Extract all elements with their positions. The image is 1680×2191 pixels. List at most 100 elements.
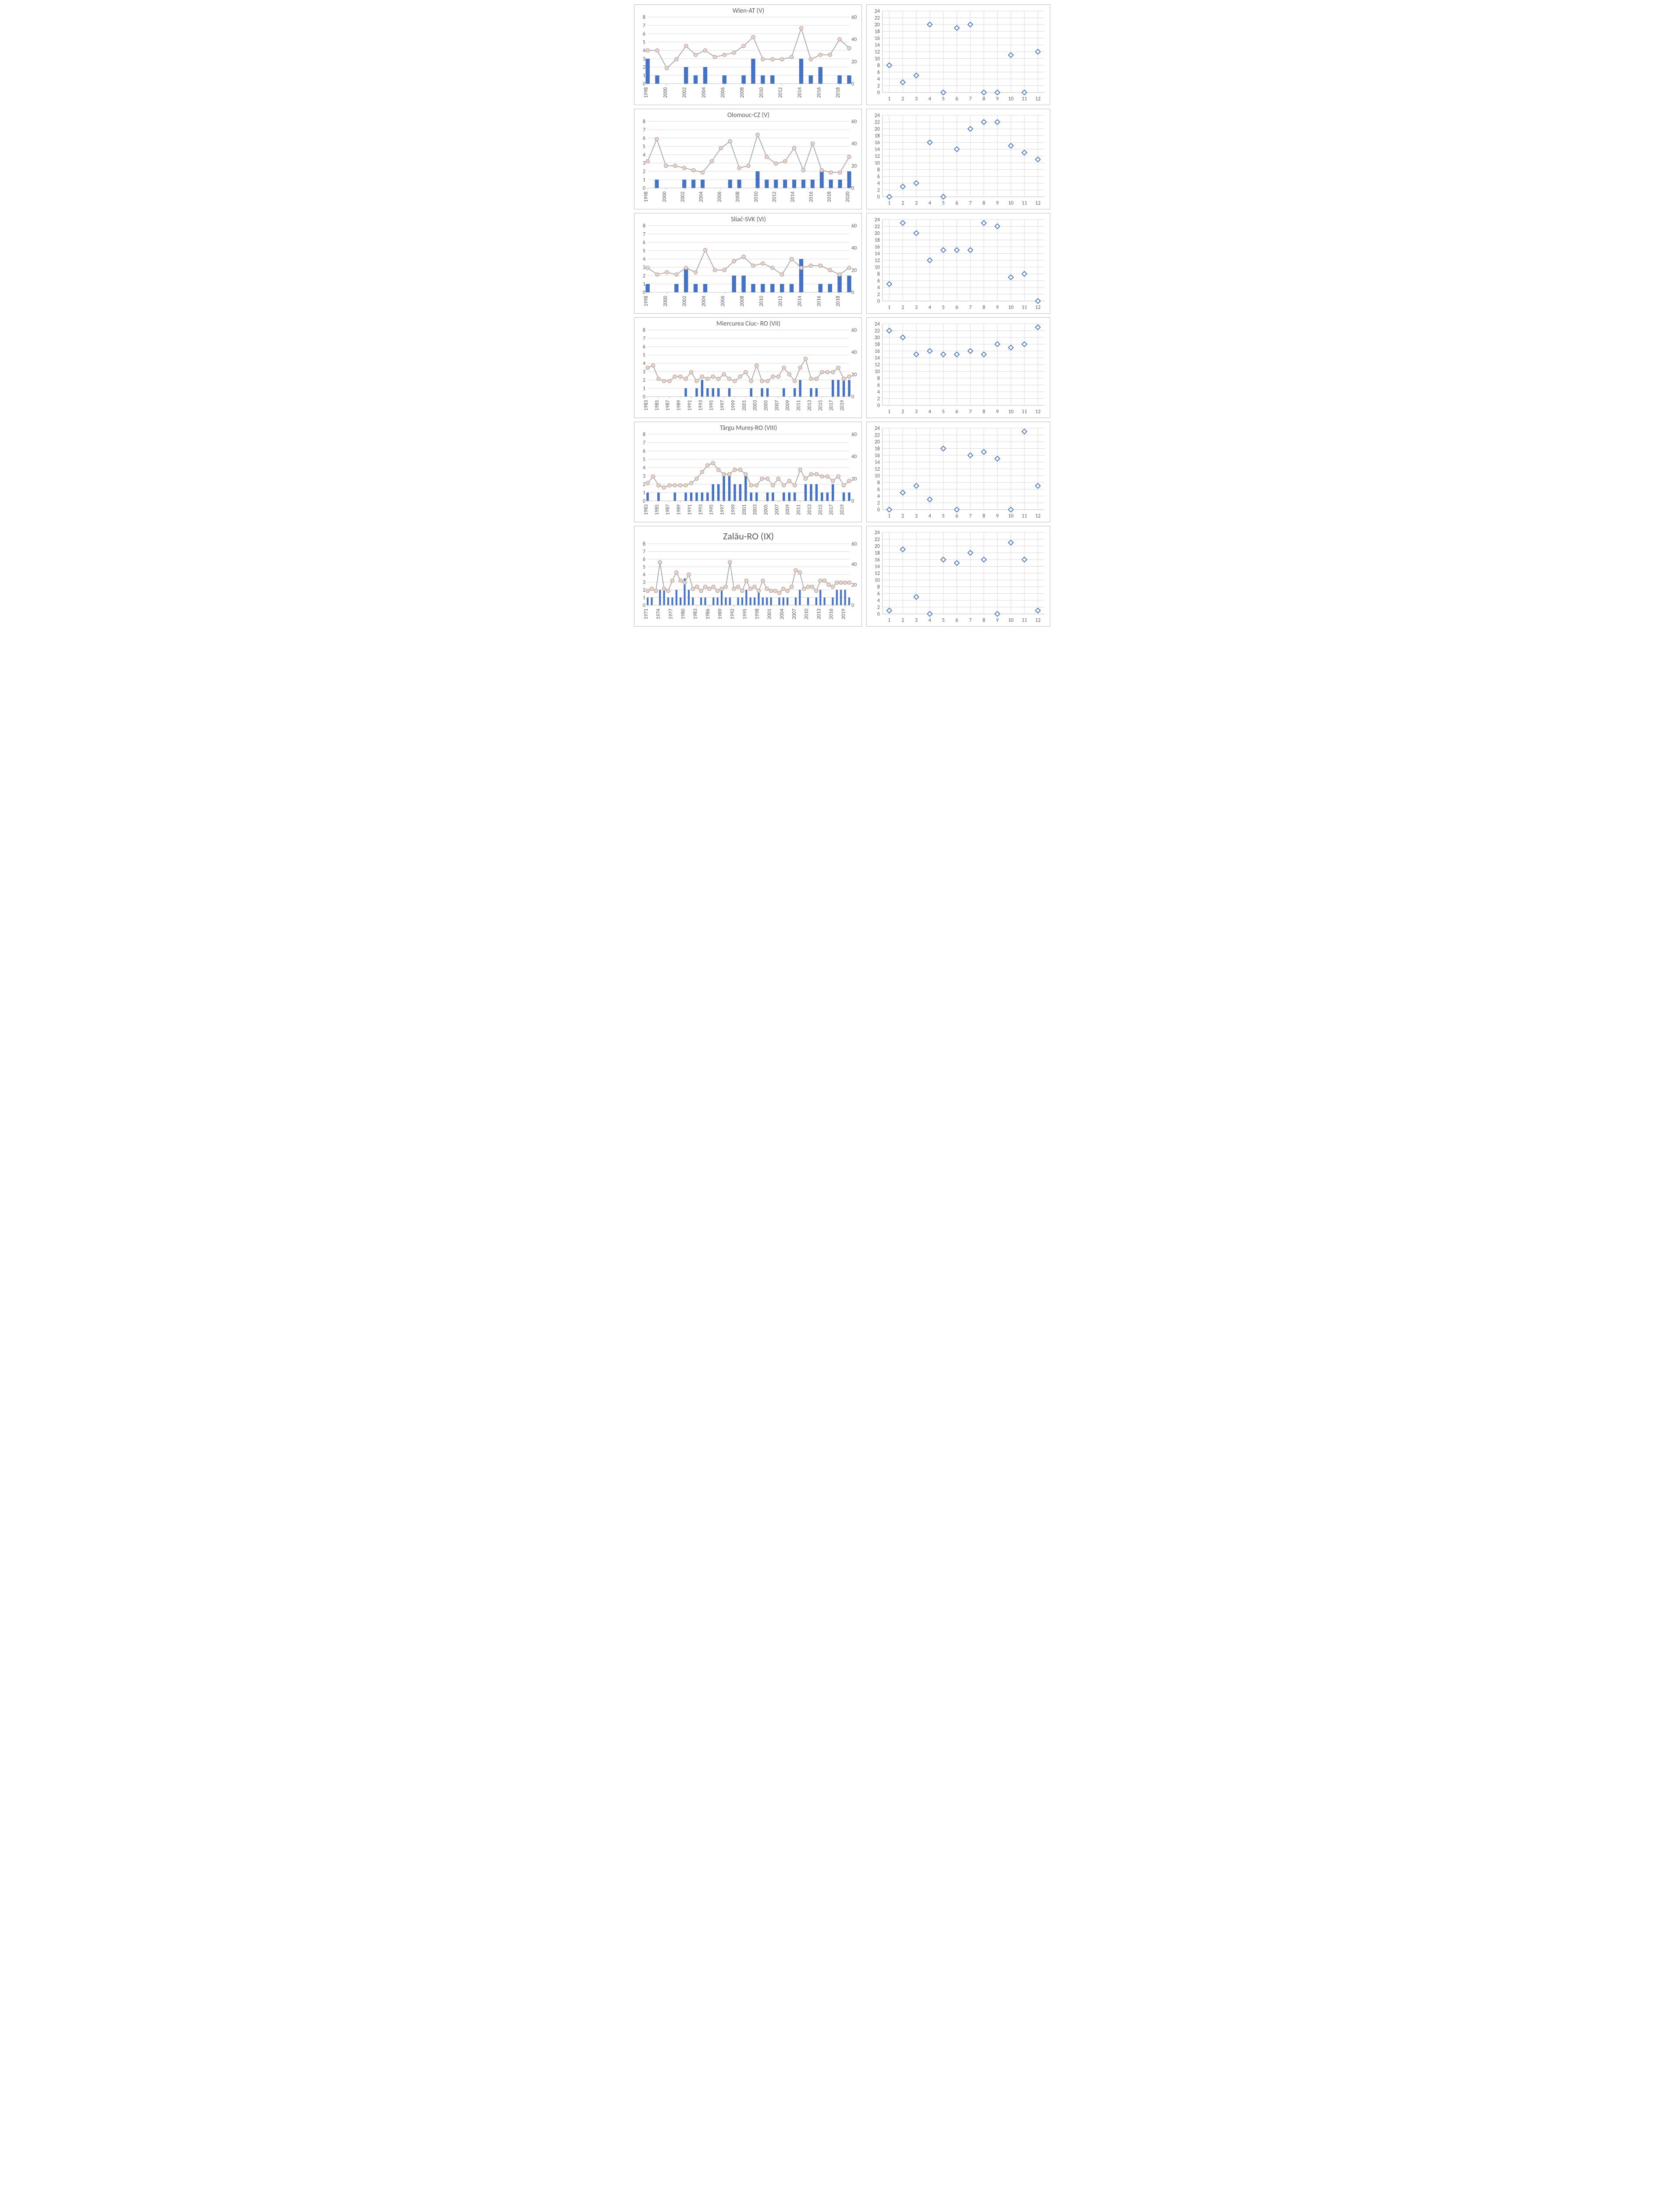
- y-left-tick: 7: [643, 231, 645, 238]
- scatter-marker: [982, 90, 986, 95]
- bar: [848, 598, 850, 606]
- bar: [840, 590, 842, 605]
- bar: [824, 598, 826, 606]
- line-marker: [646, 266, 649, 269]
- x-tick: 2011: [796, 400, 802, 411]
- line-marker: [646, 481, 649, 485]
- scatter-y-tick: 8: [877, 271, 880, 277]
- y-left-tick: 5: [643, 457, 645, 463]
- line-marker: [769, 589, 773, 592]
- x-tick: 2013: [816, 609, 822, 619]
- scatter-y-tick: 16: [875, 244, 880, 250]
- x-tick: 2014: [797, 87, 803, 98]
- scatter-marker: [887, 608, 892, 613]
- scatter-x-tick: 1: [888, 409, 890, 415]
- line-marker: [646, 160, 649, 163]
- x-tick: 2011: [796, 504, 802, 515]
- scatter-x-tick: 4: [929, 513, 931, 519]
- y-left-tick: 0: [643, 81, 645, 87]
- x-tick: 2006: [716, 191, 723, 202]
- y-right-tick: 0: [851, 394, 854, 400]
- line-marker: [675, 571, 678, 574]
- scatter-y-tick: 6: [877, 70, 880, 76]
- x-tick: 2014: [797, 296, 803, 306]
- scatter-panel: 024681012141618202224123456789101112: [866, 213, 1050, 314]
- y-right-tick: 20: [851, 372, 857, 378]
- bar: [787, 598, 788, 606]
- x-tick: 2008: [739, 296, 745, 306]
- y-left-tick: 4: [643, 572, 645, 578]
- line-marker: [675, 273, 678, 276]
- line-marker: [776, 375, 780, 378]
- y-left-tick: 8: [643, 432, 645, 438]
- bar: [755, 493, 758, 501]
- scatter-y-tick: 16: [875, 348, 880, 355]
- bar: [703, 67, 707, 84]
- x-tick: 1977: [668, 609, 674, 619]
- x-tick: 2000: [662, 191, 668, 202]
- line-marker: [722, 372, 726, 376]
- x-tick: 2008: [735, 191, 741, 202]
- scatter-y-tick: 24: [875, 321, 880, 327]
- line-marker: [720, 587, 723, 590]
- timeseries-panel: Olomouc-CZ (V)01234567802040601998200020…: [634, 109, 862, 209]
- line-marker: [654, 589, 658, 592]
- bar: [684, 388, 687, 397]
- bar: [821, 493, 823, 501]
- line-marker: [835, 581, 839, 584]
- scatter-x-tick: 9: [996, 305, 999, 311]
- y-left-tick: 8: [643, 541, 645, 547]
- scatter-x-tick: 4: [929, 409, 931, 415]
- scatter-marker: [995, 342, 1000, 347]
- chart-grid: Wien-AT (V)01234567802040601998200020022…: [630, 0, 1050, 635]
- bar: [799, 59, 803, 84]
- line-marker: [700, 375, 704, 378]
- scatter-marker: [995, 456, 1000, 461]
- scatter-y-tick: 14: [875, 564, 880, 570]
- bar: [655, 180, 659, 188]
- scatter-marker: [982, 220, 986, 225]
- scatter-y-tick: 20: [875, 126, 880, 132]
- scatter-y-tick: 6: [877, 487, 880, 493]
- scatter-y-tick: 0: [877, 298, 880, 305]
- bar: [762, 598, 764, 606]
- scatter-marker: [1022, 150, 1027, 155]
- chart-row: Sliač-SVK (VI)01234567802040601998200020…: [634, 213, 1046, 314]
- scatter-x-tick: 4: [929, 200, 931, 206]
- timeseries-chart: Sliač-SVK (VI)01234567802040601998200020…: [634, 213, 862, 314]
- line-marker: [708, 587, 711, 590]
- bar: [717, 484, 719, 501]
- bar: [704, 598, 706, 606]
- scatter-x-tick: 2: [901, 513, 904, 519]
- scatter-marker: [887, 195, 892, 199]
- line-marker: [771, 57, 774, 61]
- scatter-y-tick: 20: [875, 230, 880, 237]
- scatter-y-tick: 10: [875, 578, 880, 584]
- y-left-tick: 2: [643, 64, 645, 71]
- line-marker: [651, 475, 655, 478]
- scatter-y-tick: 6: [877, 174, 880, 180]
- x-tick: 2012: [772, 191, 778, 202]
- scatter-marker: [927, 258, 932, 263]
- line-marker: [756, 133, 759, 136]
- scatter-marker: [954, 507, 959, 512]
- bar: [848, 493, 850, 501]
- scatter-marker: [954, 352, 959, 357]
- line-marker: [757, 589, 760, 592]
- bar: [805, 484, 807, 501]
- line-marker: [711, 375, 715, 378]
- x-tick: 2013: [807, 400, 813, 411]
- line-marker: [732, 587, 736, 590]
- line-marker: [723, 268, 726, 272]
- y-right-tick: 40: [851, 245, 857, 252]
- scatter-marker: [1022, 272, 1027, 277]
- x-tick: 1985: [654, 400, 660, 411]
- scatter-x-tick: 6: [956, 200, 958, 206]
- bar: [848, 380, 850, 397]
- line-marker: [838, 170, 842, 174]
- scatter-marker: [1035, 299, 1040, 304]
- scatter-marker: [900, 335, 905, 340]
- x-tick: 2001: [767, 609, 773, 619]
- x-tick: 1998: [643, 191, 649, 202]
- scatter-x-tick: 12: [1035, 409, 1040, 415]
